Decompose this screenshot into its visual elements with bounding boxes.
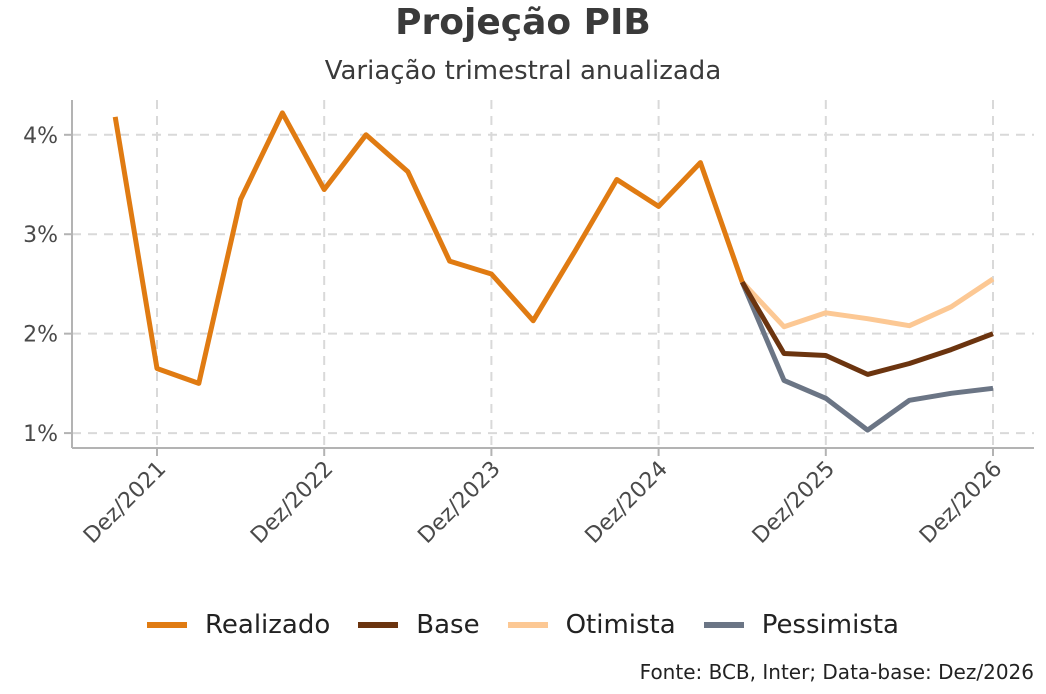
chart-subtitle: Variação trimestral anualizada (324, 56, 722, 86)
legend-swatch (703, 622, 744, 628)
x-tick-label: Dez/2023 (413, 457, 505, 549)
series-layer (112, 110, 995, 433)
legend-item-otimista: Otimista (507, 610, 676, 640)
legend-item-realizado: Realizado (147, 610, 330, 640)
y-tick-label: 2% (23, 323, 58, 348)
y-tick-label: 3% (23, 223, 58, 248)
legend-swatch (147, 622, 187, 628)
x-tick-label: Dez/2024 (581, 457, 673, 549)
y-tick-label: 1% (23, 422, 58, 447)
source-note: Fonte: BCB, Inter; Data-base: Dez/2026 (639, 660, 1034, 684)
x-tick-label: Dez/2022 (246, 457, 338, 549)
x-tick-label: Dez/2026 (915, 457, 1007, 549)
series-line-pessimista (739, 281, 994, 433)
legend-item-pessimista: Pessimista (703, 610, 899, 640)
x-tick-label: Dez/2021 (79, 457, 171, 549)
series-line-realizado (112, 110, 745, 386)
x-tick-label: Dez/2025 (748, 457, 840, 549)
legend-item-base: Base (358, 610, 480, 640)
chart-title: Projeção PIB (395, 2, 651, 43)
y-tick-label: 4% (23, 124, 58, 149)
legend-swatch (507, 622, 548, 628)
legend-label: Base (416, 610, 480, 640)
line-chart: 1% 2% 3% 4% Dez/2021 Dez/2022 Dez/2023 Dez/2024… (23, 100, 1034, 549)
legend-label: Otimista (565, 610, 676, 640)
axis-layer (64, 100, 1034, 456)
tick-label-layer: 1% 2% 3% 4% Dez/2021 Dez/2022 Dez/2023 Dez/2024… (23, 124, 1007, 549)
grid-layer (72, 100, 1034, 448)
series-line-otimista (740, 276, 995, 330)
legend-label: Realizado (205, 610, 331, 640)
legend: Realizado Base Otimista Pessimista (0, 610, 1046, 640)
series-line-base (740, 280, 994, 377)
legend-label: Pessimista (761, 610, 899, 640)
legend-swatch (358, 622, 399, 628)
